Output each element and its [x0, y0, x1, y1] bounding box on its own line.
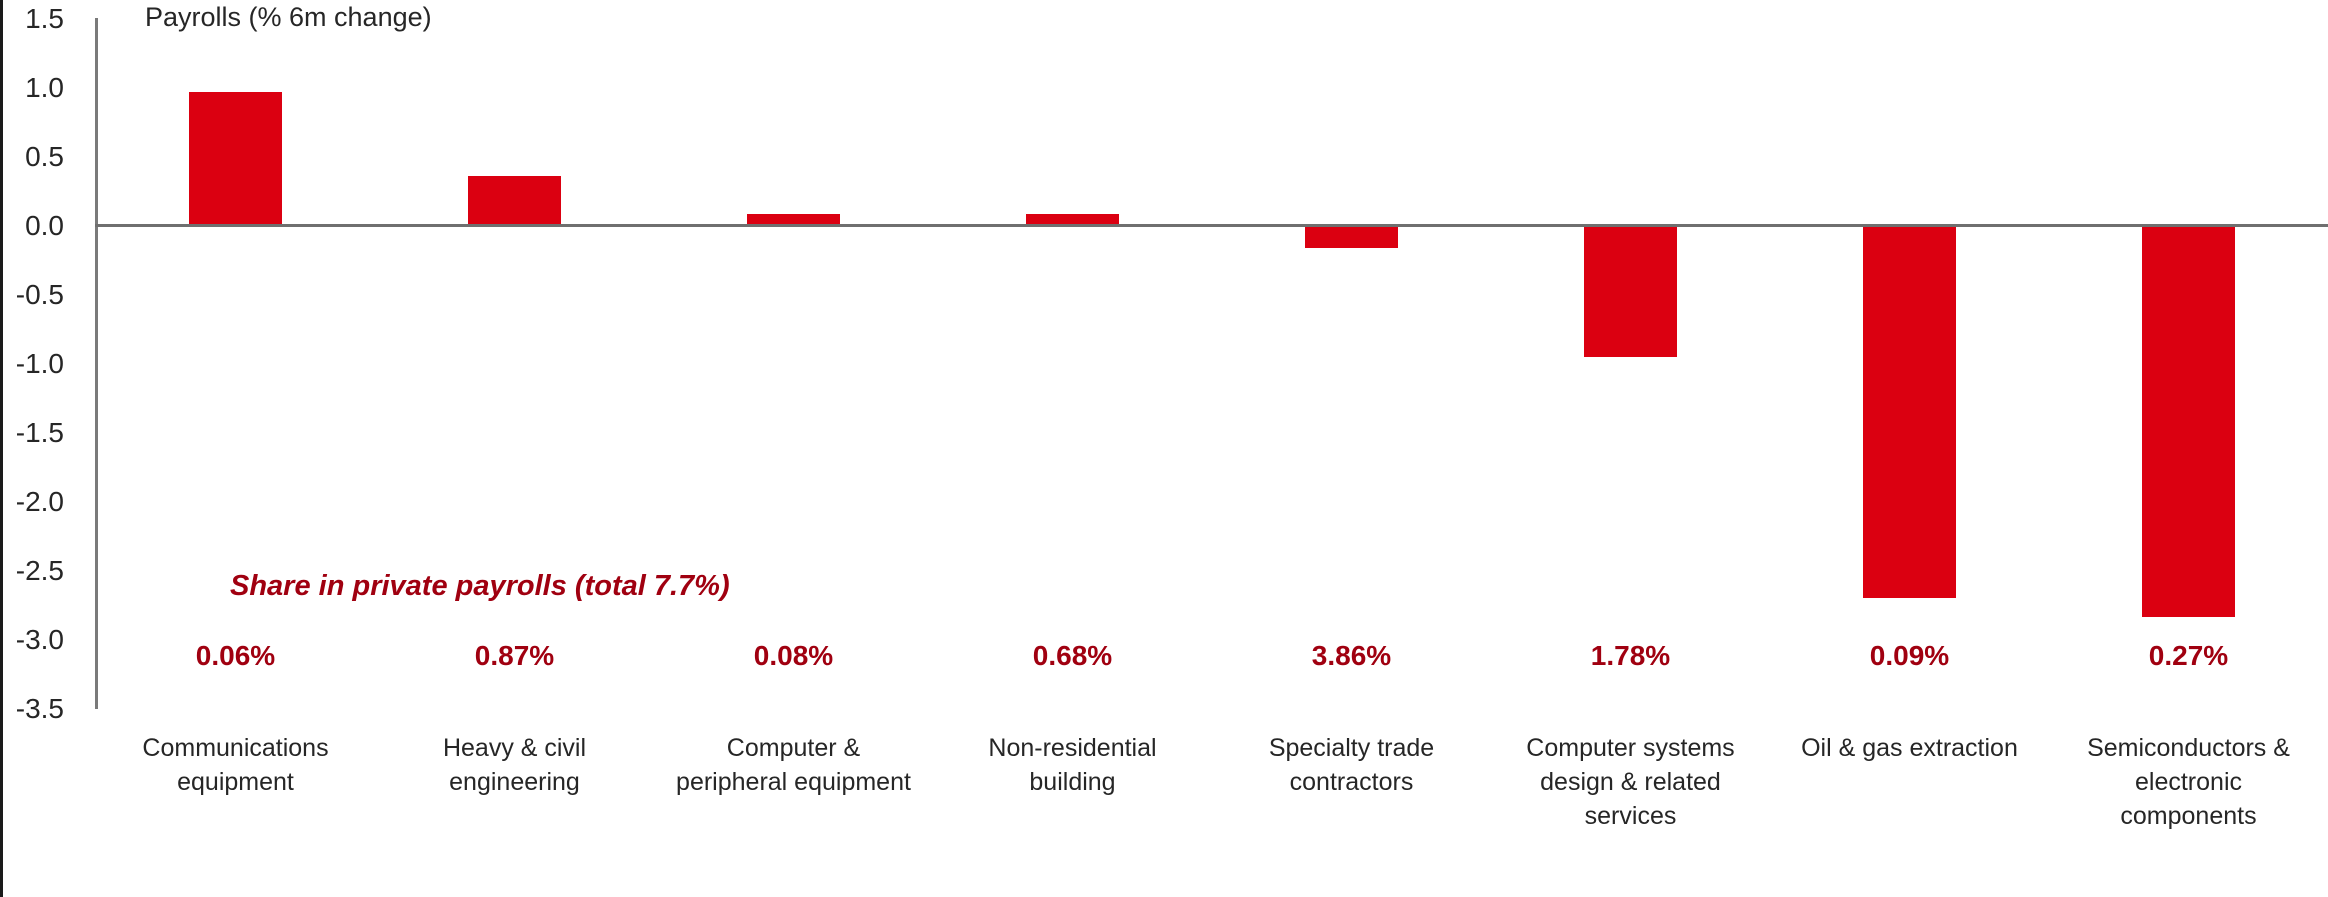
- bar: [468, 175, 561, 226]
- chart-title: Payrolls (% 6m change): [145, 2, 432, 32]
- share-value-label: 0.09%: [1869, 640, 1950, 671]
- share-value-label: 0.87%: [474, 640, 555, 671]
- annotation-share-private-payrolls: Share in private payrolls (total 7.7%): [230, 570, 730, 602]
- y-axis-tick-label: -0.5: [15, 278, 64, 310]
- y-axis-tick-label: -3.0: [15, 623, 64, 655]
- bar: [2142, 225, 2235, 618]
- y-axis-tick-label: -3.5: [15, 692, 64, 724]
- category-label: Oil & gas extraction: [1801, 734, 2018, 762]
- bar: [1305, 225, 1398, 248]
- y-axis-line: [95, 18, 98, 709]
- category-label: Specialty trade contractors: [1268, 734, 1435, 796]
- share-value-label: 3.86%: [1311, 640, 1392, 671]
- share-value-label: 1.78%: [1590, 640, 1671, 671]
- share-value-label: 0.68%: [1032, 640, 1113, 671]
- bar: [747, 214, 840, 226]
- category-label: Computer systems design & related servic…: [1526, 734, 1735, 830]
- category-label: Computer & peripheral equipment: [676, 734, 911, 796]
- bar: [1026, 214, 1119, 226]
- left-border-line: [0, 0, 3, 897]
- category-label: Heavy & civil engineering: [442, 734, 587, 796]
- share-value-label: 0.27%: [2148, 640, 2229, 671]
- category-label: Communications equipment: [142, 734, 329, 796]
- zero-line: [95, 224, 2328, 227]
- category-label: Non-residential building: [988, 734, 1157, 796]
- y-axis-tick-label: 1.5: [25, 2, 64, 34]
- y-axis-tick-label: -2.5: [15, 554, 64, 586]
- y-axis-tick-label: -1.0: [15, 347, 64, 379]
- bar: [189, 91, 282, 226]
- bar: [1863, 225, 1956, 599]
- y-axis-tick-label: 0.0: [25, 209, 64, 241]
- category-label: Semiconductors & electronic components: [2087, 734, 2290, 830]
- share-value-label: 0.06%: [195, 640, 276, 671]
- bar: [1584, 225, 1677, 357]
- y-axis-tick-label: 1.0: [25, 71, 64, 103]
- share-value-label: 0.08%: [753, 640, 834, 671]
- y-axis-tick-label: -1.5: [15, 416, 64, 448]
- y-axis-tick-label: 0.5: [25, 140, 64, 172]
- y-axis-tick-label: -2.0: [15, 485, 64, 517]
